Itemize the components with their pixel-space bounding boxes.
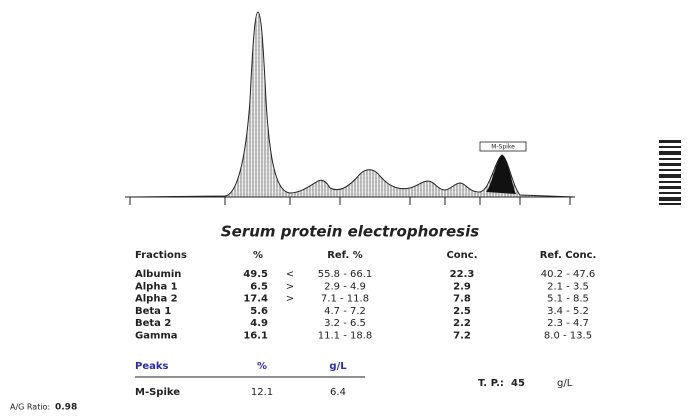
m-spike-fill xyxy=(486,155,516,194)
electrophoresis-graph: M-Spike xyxy=(125,12,575,205)
peak-label: M-Spike xyxy=(491,144,515,151)
table-cell: < xyxy=(286,269,294,280)
baseline-ticks xyxy=(130,197,570,205)
table-cell: 3.2 - 6.5 xyxy=(324,318,366,329)
table-header: Ref. % xyxy=(327,250,363,261)
table-cell: 7.1 - 11.8 xyxy=(321,294,369,305)
table-cell: Alpha 2 xyxy=(135,294,178,305)
table-header: Ref. Conc. xyxy=(540,250,597,261)
table-cell: Albumin xyxy=(135,269,181,280)
barcode xyxy=(659,140,681,205)
table-cell: 4.7 - 7.2 xyxy=(324,306,366,317)
table-cell: 2.3 - 4.7 xyxy=(547,318,589,329)
table-cell: 40.2 - 47.6 xyxy=(541,269,596,280)
report-title: Serum protein electrophoresis xyxy=(221,223,479,241)
table-cell: 11.1 - 18.8 xyxy=(318,331,373,342)
total-protein-label: T. P.: xyxy=(478,378,504,389)
table-cell: > xyxy=(286,281,294,292)
total-protein-value: 45 xyxy=(511,378,525,389)
table-cell: 2.5 xyxy=(453,306,471,317)
table-cell: 22.3 xyxy=(450,269,475,280)
report: M-Spike Serum protein electrophoresis Fr… xyxy=(0,0,694,413)
table-cell: 5.1 - 8.5 xyxy=(547,294,589,305)
peaks-cell: 6.4 xyxy=(330,387,346,398)
table-cell: 8.0 - 13.5 xyxy=(544,331,592,342)
table-cell: > xyxy=(286,294,294,305)
table-cell: 7.2 xyxy=(453,331,471,342)
table-cell: Alpha 1 xyxy=(135,281,178,292)
table-cell: Gamma xyxy=(135,331,178,342)
ag-ratio-label: A/G Ratio: xyxy=(10,403,50,412)
table-cell: 2.2 xyxy=(453,318,471,329)
table-cell: Beta 1 xyxy=(135,306,171,317)
table-cell: 7.8 xyxy=(453,294,471,305)
table-cell: Beta 2 xyxy=(135,318,171,329)
table-cell: 16.1 xyxy=(243,331,268,342)
table-cell: 49.5 xyxy=(243,269,268,280)
table-header: Conc. xyxy=(446,250,477,261)
fractions-table: Fractions% Ref. % Conc. Ref. Conc. Albumin 49… xyxy=(135,250,596,342)
table-cell: 5.6 xyxy=(250,306,268,317)
peaks-header: Peaks xyxy=(135,361,169,372)
peaks-cell: M-Spike xyxy=(135,387,180,398)
table-cell: 4.9 xyxy=(250,318,268,329)
table-cell: 17.4 xyxy=(243,294,268,305)
peaks-header: % xyxy=(257,361,267,372)
peaks-cell: 12.1 xyxy=(251,387,273,398)
total-protein-unit: g/L xyxy=(557,378,573,389)
peaks-table: Peaks% g/L M-Spike 12.1 6.4 xyxy=(135,361,347,398)
table-cell: 6.5 xyxy=(250,281,268,292)
table-cell: 2.1 - 3.5 xyxy=(547,281,589,292)
table-header: % xyxy=(253,250,263,261)
table-cell: 2.9 - 4.9 xyxy=(324,281,366,292)
table-cell: 2.9 xyxy=(453,281,471,292)
peaks-header: g/L xyxy=(329,361,347,372)
table-header: Fractions xyxy=(135,250,187,261)
table-cell: 3.4 - 5.2 xyxy=(547,306,589,317)
ag-ratio-value: 0.98 xyxy=(55,403,77,413)
table-cell: 55.8 - 66.1 xyxy=(318,269,373,280)
